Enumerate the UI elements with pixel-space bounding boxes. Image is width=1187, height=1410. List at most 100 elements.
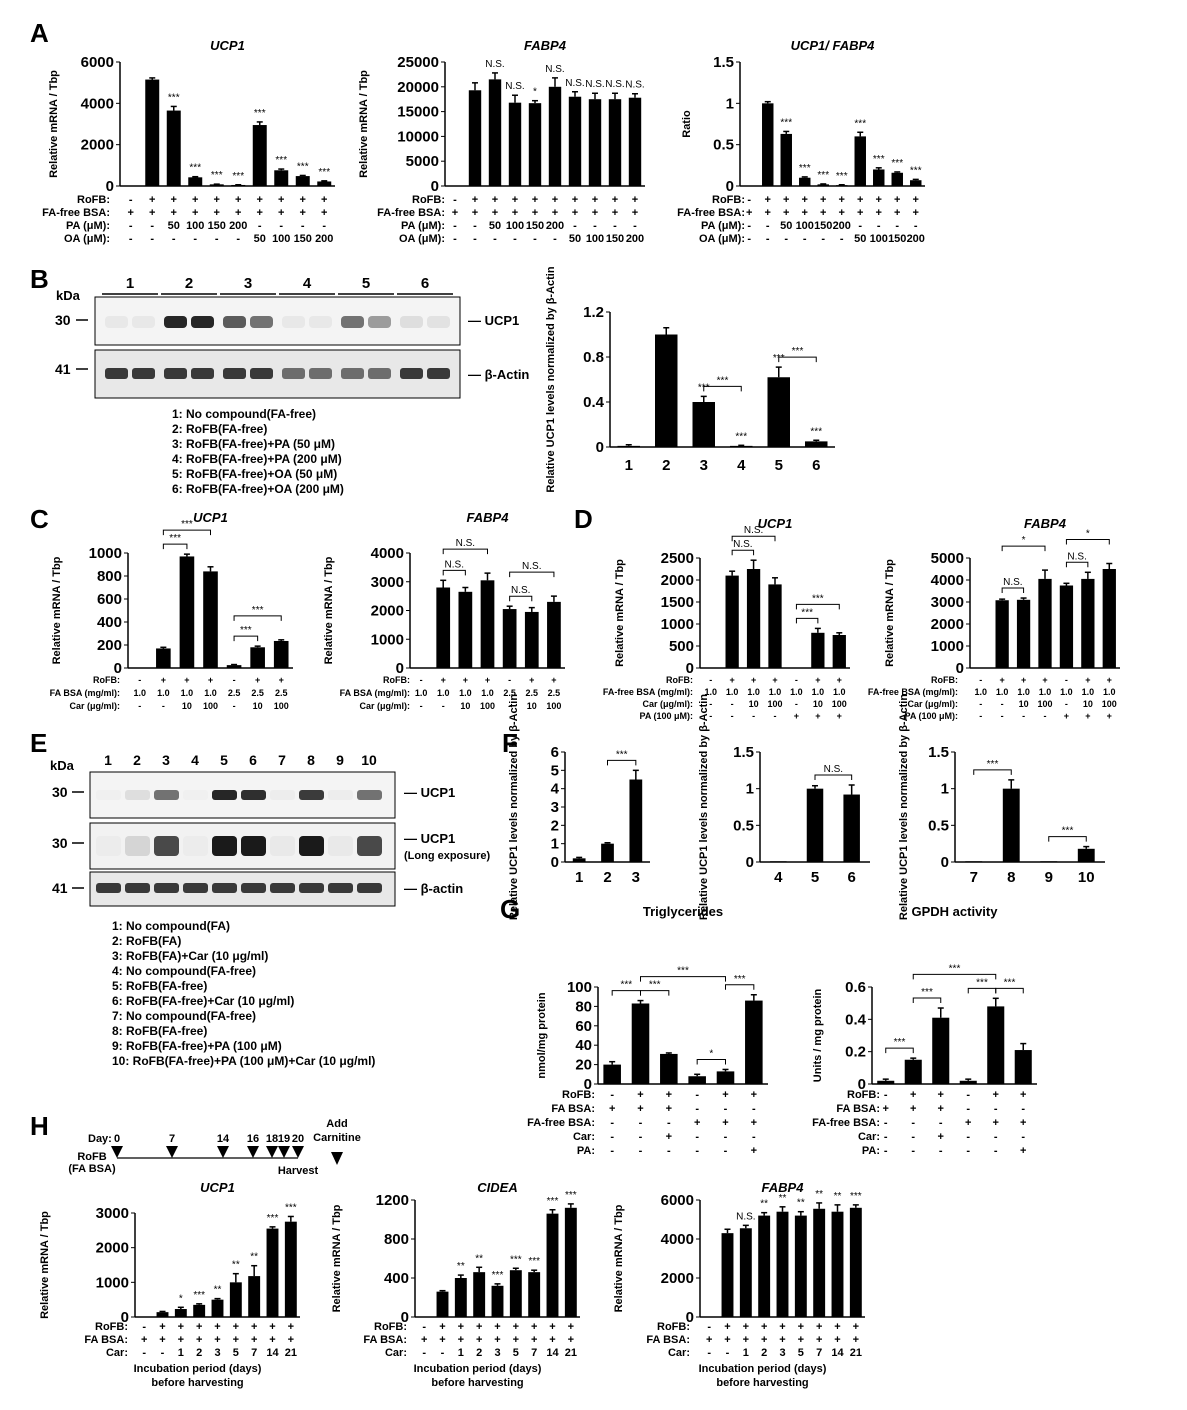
condition-cell-h1: 3 (214, 1347, 220, 1359)
y-axis-label-a1: Relative mRNA / Tbp (48, 70, 60, 178)
condition-cell-h1: + (233, 1334, 239, 1346)
significance-bracket-f3 (973, 769, 1012, 775)
y-tick-label-a2: 0 (431, 178, 439, 195)
condition-cell-h2: + (568, 1334, 574, 1346)
marker-label: 41 (55, 361, 71, 377)
bar-f2 (843, 794, 860, 862)
condition-row-label-c1: Car (μg/ml): (69, 701, 120, 711)
condition-cell-g1: - (667, 1117, 671, 1129)
blot-row-sublabel: (Long exposure) (404, 850, 491, 862)
condition-cell-a2: 100 (586, 233, 604, 245)
condition-cell-g2: - (966, 1145, 970, 1157)
condition-cell-a2: + (592, 207, 598, 219)
condition-row-label-g1: FA-free BSA: (527, 1117, 595, 1129)
condition-cell-h3: + (853, 1321, 859, 1333)
condition-row-label-g2: PA: (862, 1145, 880, 1157)
bar-b1 (692, 402, 715, 447)
condition-cell-a2: - (593, 220, 597, 232)
bar-d2 (1038, 578, 1052, 668)
condition-cell-g2: + (1020, 1089, 1026, 1101)
y-tick-label-a2: 20000 (397, 79, 439, 96)
legend-entry: 2: RoFB(FA-free) (172, 422, 267, 436)
bar-d2 (995, 600, 1009, 668)
bar-h2 (509, 1270, 522, 1317)
condition-cell-a1: + (235, 194, 241, 206)
bar-g2 (877, 1080, 895, 1084)
marker-label: 41 (52, 880, 68, 896)
bar-a2 (528, 103, 542, 186)
condition-cell-h3: + (761, 1321, 767, 1333)
condition-row-label-h3: FA BSA: (646, 1334, 690, 1346)
y-tick-label-b1: 0.8 (583, 349, 604, 366)
chart-h3: FABP4 0 2000 4000 6000 Relative mRNA / Tbp N.S… (613, 1180, 865, 1389)
y-tick-label-f1: 1 (551, 836, 559, 853)
condition-cell-h2: + (421, 1334, 427, 1346)
bar-a3 (873, 169, 885, 186)
timeline: Day: 0 7 14 16 18 19 20 RoFB(FA BSA) Harvest Add Ca… (68, 1118, 360, 1177)
significance-bracket-label-d2: N.S. (1003, 577, 1022, 588)
condition-cell-h2: - (441, 1347, 445, 1359)
condition-cell-c1: 1.0 (204, 688, 217, 698)
legend-entry: 4: RoFB(FA-free)+PA (200 μM) (172, 452, 342, 466)
condition-cell-c2: + (529, 675, 534, 685)
condition-cell-a1: 100 (272, 233, 290, 245)
y-tick-label-a1: 2000 (81, 137, 114, 154)
condition-cell-a3: + (765, 194, 771, 206)
condition-cell-h3: + (761, 1334, 767, 1346)
x-axis-label-h1: Incubation period (days) (134, 1363, 262, 1375)
y-tick-label-g1: 100 (567, 979, 592, 996)
condition-cell-a2: + (492, 194, 498, 206)
legend-entry: 4: No compound(FA-free) (112, 964, 256, 978)
condition-cell-d2: - (1001, 711, 1004, 721)
condition-cell-h2: + (439, 1321, 445, 1333)
condition-cell-a1: - (193, 233, 197, 245)
y-tick-label-c2: 1000 (371, 631, 404, 648)
condition-cell-h3: - (707, 1321, 711, 1333)
bar-f3 (1040, 861, 1058, 862)
chart-title-h1: UCP1 (200, 1180, 235, 1195)
lane-number: 2 (133, 752, 141, 768)
y-axis-label-f3: Relative UCP1 levels normalized by β-Act… (898, 694, 910, 920)
timeline-day: 16 (247, 1133, 259, 1145)
significance-label-h1: *** (285, 1202, 297, 1213)
bar-b1 (730, 445, 753, 447)
significance-bracket-label-c2: N.S. (522, 561, 541, 572)
bar-h2 (491, 1285, 504, 1317)
category-label-b1: 2 (662, 457, 670, 474)
condition-cell-g2: - (939, 1117, 943, 1129)
condition-cell-g2: - (911, 1117, 915, 1129)
condition-row-label-a2: RoFB: (412, 194, 445, 206)
category-label-b1: 4 (737, 457, 746, 474)
bar-d2 (1081, 578, 1095, 668)
condition-cell-a2: + (612, 194, 618, 206)
condition-cell-a3: 150 (888, 233, 906, 245)
condition-row-label-h1: RoFB: (95, 1321, 128, 1333)
condition-cell-a1: + (300, 194, 306, 206)
marker-label: 30 (52, 835, 68, 851)
condition-cell-a2: + (532, 194, 538, 206)
bar-h1 (229, 1282, 242, 1317)
significance-bracket-label-g2: *** (949, 963, 961, 974)
y-tick-label-f1: 2 (551, 817, 559, 834)
significance-label-h3: ** (815, 1189, 823, 1200)
significance-bracket-label-g1: *** (649, 980, 661, 991)
condition-cell-d1: - (752, 711, 755, 721)
bar-h1 (284, 1221, 297, 1317)
significance-label-a2: N.S. (545, 64, 564, 75)
blot-row-label: — β-Actin (468, 367, 529, 382)
condition-cell-d1: 1.0 (704, 687, 717, 697)
bar-c2 (458, 591, 473, 668)
bar-a2 (608, 99, 622, 186)
condition-cell-h1: + (214, 1334, 220, 1346)
panel-label-e: E (30, 728, 47, 758)
condition-cell-a3: + (857, 194, 863, 206)
condition-cell-a1: + (171, 194, 177, 206)
condition-cell-h3: + (798, 1321, 804, 1333)
condition-cell-c1: 100 (274, 701, 289, 711)
bar-d2 (1102, 569, 1116, 668)
condition-cell-a3: + (894, 207, 900, 219)
condition-cell-a2: + (572, 194, 578, 206)
significance-bracket-label-g1: *** (620, 980, 632, 991)
y-tick-label-h3: 0 (686, 1309, 694, 1326)
condition-row-label-a1: RoFB: (77, 194, 110, 206)
